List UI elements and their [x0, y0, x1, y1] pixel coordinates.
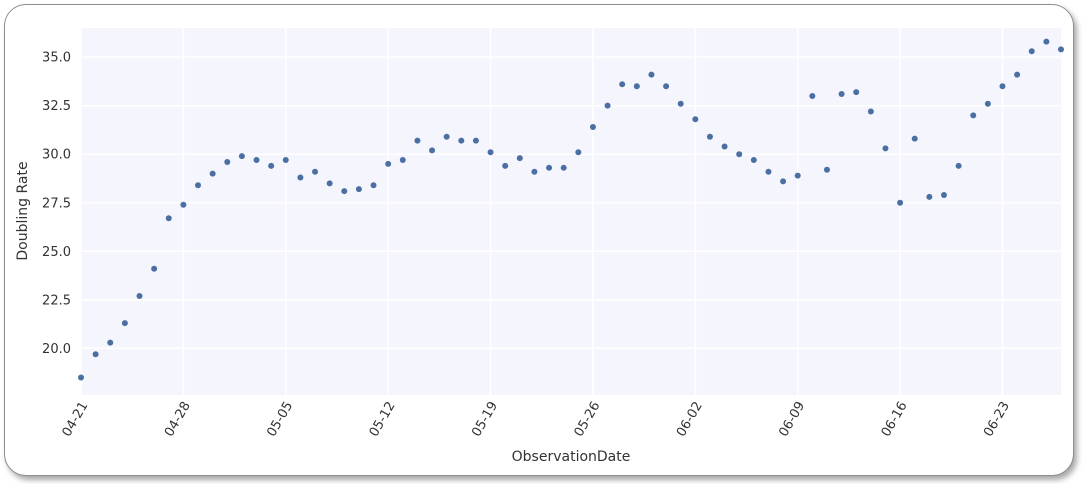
data-point [355, 186, 362, 193]
x-tick-label: 05-19 [469, 399, 501, 439]
data-point [619, 81, 626, 88]
data-point [385, 160, 392, 167]
data-point [151, 265, 158, 272]
data-point [663, 83, 670, 90]
y-axis-label: Doubling Rate [15, 161, 31, 260]
x-tick-label: 05-26 [572, 399, 604, 439]
data-point [882, 145, 889, 152]
data-point [809, 92, 816, 99]
data-point [838, 91, 845, 98]
data-point [107, 339, 114, 346]
data-point [195, 182, 202, 189]
data-point [970, 112, 977, 119]
data-point [706, 133, 713, 140]
data-point [531, 168, 538, 175]
gridlines [80, 28, 1061, 395]
data-point [750, 157, 757, 164]
data-point [648, 71, 655, 78]
x-tick-label: 05-05 [264, 399, 296, 439]
x-tick-label: 05-12 [367, 399, 399, 439]
data-point [224, 158, 231, 165]
data-point [297, 174, 304, 181]
data-point [312, 168, 319, 175]
data-point [984, 100, 991, 107]
data-point [940, 191, 947, 198]
data-point [1028, 48, 1035, 55]
y-tick-label: 35.0 [42, 51, 71, 66]
x-axis-label: ObservationDate [512, 449, 631, 465]
data-point [341, 188, 348, 195]
plot-area [81, 28, 1061, 395]
data-point [794, 172, 801, 179]
data-point [516, 155, 523, 162]
scatter-chart: 04-21 04-28 05-05 05-12 05-19 05-26 06-02 06-09… [15, 28, 1064, 465]
x-tick-label: 04-28 [162, 399, 194, 439]
y-tick-label: 20.0 [42, 342, 71, 357]
x-tick-label: 06-16 [879, 399, 911, 439]
data-point [92, 351, 99, 358]
data-point [575, 149, 582, 156]
chart-frame: 04-21 04-28 05-05 05-12 05-19 05-26 06-02 06-09… [4, 4, 1074, 476]
data-point [326, 180, 333, 187]
data-points [78, 38, 1064, 381]
x-tick-label: 04-21 [60, 399, 92, 439]
data-point [238, 153, 245, 160]
data-point [1058, 46, 1064, 53]
data-point [911, 135, 918, 142]
x-tick-label: 06-02 [674, 399, 706, 439]
y-tick-labels: 20.0 22.5 25.0 27.5 30.0 32.5 35.0 [42, 51, 71, 357]
data-point [268, 162, 275, 169]
y-tick-label: 25.0 [42, 245, 71, 260]
data-point [926, 193, 933, 200]
data-point [853, 89, 860, 96]
data-point [253, 157, 260, 164]
data-point [1043, 38, 1050, 45]
data-point [560, 164, 567, 171]
data-point [399, 157, 406, 164]
data-point [370, 182, 377, 189]
data-point [458, 137, 465, 144]
data-point [867, 108, 874, 115]
data-point [692, 116, 699, 123]
data-point [765, 168, 772, 175]
data-point [487, 149, 494, 156]
y-tick-label: 32.5 [42, 99, 71, 114]
data-point [443, 133, 450, 140]
data-point [823, 166, 830, 173]
data-point [136, 292, 143, 299]
data-point [502, 162, 509, 169]
x-tick-labels: 04-21 04-28 05-05 05-12 05-19 05-26 06-02 06-09… [60, 399, 1013, 439]
data-point [121, 320, 128, 327]
data-point [999, 83, 1006, 90]
data-point [780, 178, 787, 185]
data-point [546, 164, 553, 171]
data-point [633, 83, 640, 90]
data-point [721, 143, 728, 150]
x-tick-label: 06-23 [981, 399, 1013, 439]
data-point [472, 137, 479, 144]
x-tick-label: 06-09 [776, 399, 808, 439]
data-point [414, 137, 421, 144]
data-point [180, 201, 187, 208]
y-tick-label: 22.5 [42, 293, 71, 308]
y-tick-label: 30.0 [42, 148, 71, 163]
y-tick-label: 27.5 [42, 196, 71, 211]
data-point [429, 147, 436, 154]
data-point [78, 374, 84, 381]
data-point [604, 102, 611, 109]
data-point [897, 199, 904, 206]
data-point [589, 124, 596, 131]
data-point [209, 170, 216, 177]
data-point [955, 162, 962, 169]
data-point [282, 157, 289, 164]
data-point [736, 151, 743, 158]
data-point [1014, 71, 1021, 78]
data-point [165, 215, 172, 222]
data-point [677, 100, 684, 107]
